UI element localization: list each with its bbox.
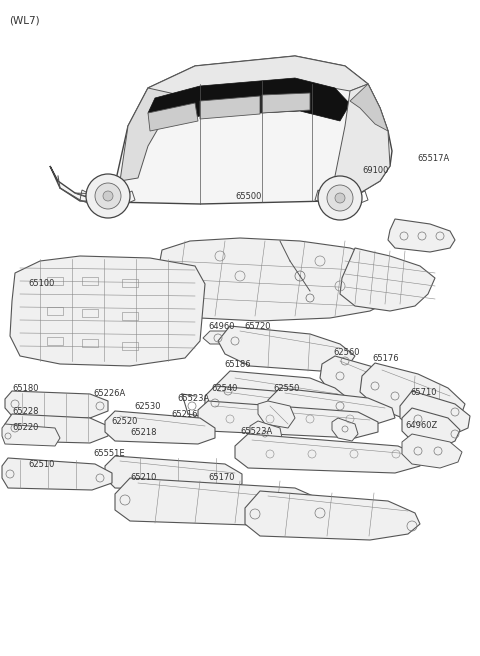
Text: 65226A: 65226A (94, 389, 126, 398)
Polygon shape (402, 434, 462, 468)
Polygon shape (388, 219, 455, 252)
Text: 62540: 62540 (211, 384, 238, 393)
Text: 65523A: 65523A (240, 427, 272, 436)
Polygon shape (262, 93, 310, 113)
Polygon shape (105, 411, 215, 444)
Text: 65180: 65180 (12, 384, 38, 393)
Text: 65186: 65186 (225, 359, 251, 369)
Circle shape (103, 191, 113, 201)
Circle shape (95, 183, 121, 209)
Text: 64960Z: 64960Z (406, 420, 438, 430)
Text: 69100: 69100 (362, 166, 389, 175)
Text: 65228: 65228 (12, 407, 38, 416)
Polygon shape (198, 401, 378, 438)
Polygon shape (120, 79, 195, 181)
Polygon shape (148, 103, 198, 131)
Polygon shape (10, 256, 205, 366)
Polygon shape (320, 356, 410, 411)
Polygon shape (250, 421, 282, 446)
Polygon shape (258, 401, 295, 428)
Polygon shape (115, 478, 328, 526)
Polygon shape (2, 424, 60, 446)
Text: 65176: 65176 (372, 354, 398, 363)
Polygon shape (203, 331, 235, 344)
Polygon shape (235, 434, 420, 473)
Text: 65523A: 65523A (178, 394, 210, 403)
Circle shape (86, 174, 130, 218)
Polygon shape (105, 456, 242, 491)
Polygon shape (5, 414, 108, 443)
Text: 65218: 65218 (131, 428, 157, 438)
Text: 65720: 65720 (245, 321, 271, 331)
Polygon shape (5, 391, 108, 418)
Polygon shape (268, 388, 395, 426)
Text: (WL7): (WL7) (9, 16, 39, 26)
Text: 62510: 62510 (29, 460, 55, 469)
Polygon shape (350, 84, 388, 131)
Text: 65100: 65100 (29, 279, 55, 288)
Polygon shape (155, 238, 405, 321)
Text: 62550: 62550 (274, 384, 300, 393)
Text: 65170: 65170 (209, 473, 235, 482)
Polygon shape (50, 56, 392, 204)
Text: 65220: 65220 (12, 423, 38, 432)
Circle shape (327, 185, 353, 211)
Polygon shape (332, 418, 358, 441)
Text: 65710: 65710 (410, 388, 437, 397)
Text: 65517A: 65517A (418, 154, 450, 163)
Text: 64960: 64960 (209, 321, 235, 331)
Polygon shape (205, 386, 340, 421)
Text: 65210: 65210 (131, 473, 157, 482)
Polygon shape (200, 96, 260, 119)
Polygon shape (148, 56, 368, 94)
Polygon shape (245, 491, 420, 540)
Polygon shape (218, 326, 355, 371)
Circle shape (335, 193, 345, 203)
Polygon shape (325, 84, 390, 201)
Text: 62520: 62520 (111, 417, 138, 426)
Circle shape (318, 176, 362, 220)
Polygon shape (75, 184, 115, 196)
Polygon shape (2, 458, 112, 490)
Polygon shape (148, 78, 350, 126)
Polygon shape (400, 391, 470, 436)
Text: 65551E: 65551E (94, 449, 125, 459)
Text: 65500: 65500 (235, 192, 262, 201)
Text: 65216: 65216 (172, 410, 198, 419)
Polygon shape (402, 408, 460, 448)
Text: 62530: 62530 (134, 402, 161, 411)
Polygon shape (360, 363, 465, 426)
Polygon shape (340, 248, 435, 311)
Text: 62560: 62560 (334, 348, 360, 358)
Polygon shape (215, 371, 350, 416)
